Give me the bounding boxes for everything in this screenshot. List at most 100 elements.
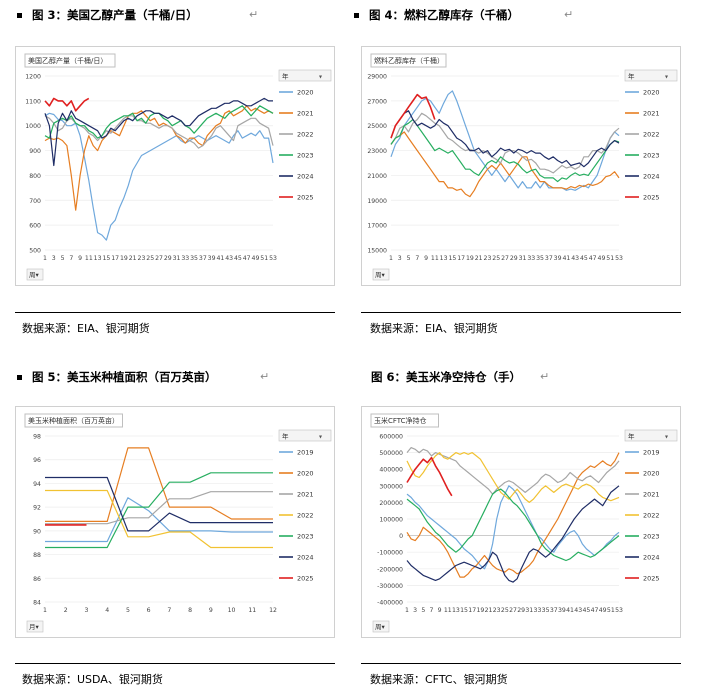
x-tick-label: 3 [52, 255, 56, 262]
legend-label: 2024 [643, 173, 660, 181]
chart-frame [15, 46, 335, 286]
y-tick-label: 600000 [379, 434, 403, 441]
x-tick-label: 41 [566, 607, 574, 614]
y-tick-label: 88 [33, 552, 41, 559]
x-tick-label: 4 [105, 607, 109, 614]
axis-filter-button [372, 268, 390, 281]
x-tick-label: 41 [216, 255, 224, 262]
source-note: 数据来源：CFTC、银河期货 [370, 673, 508, 686]
legend-title: 年 [282, 72, 289, 81]
x-tick-label: 51 [260, 255, 268, 262]
chart-frame [361, 406, 681, 638]
legend-label: 2023 [297, 533, 314, 541]
y-tick-label: -300000 [377, 583, 403, 590]
x-tick-label: 15 [460, 607, 468, 614]
y-tick-label: 900 [29, 148, 41, 155]
y-tick-label: 86 [33, 576, 41, 583]
x-tick-label: 35 [536, 255, 544, 262]
x-tick-label: 33 [534, 607, 542, 614]
y-tick-label: 17000 [367, 223, 387, 230]
legend-label: 2020 [297, 470, 314, 478]
legend-header [624, 69, 678, 82]
series-line-2020 [45, 447, 273, 523]
y-tick-label: 600 [29, 223, 41, 230]
legend-label: 2025 [643, 194, 660, 202]
chart-frame [361, 46, 681, 286]
legend-label: 2022 [297, 131, 314, 139]
legend-label: 2024 [297, 554, 314, 562]
x-tick-label: 35 [542, 607, 550, 614]
chart6-heading: 图 6：美玉米净空持仓（手） [371, 370, 522, 384]
x-tick-label: 29 [164, 255, 172, 262]
filter-icon: ▾ [319, 74, 322, 81]
x-tick-label: 11 [431, 255, 439, 262]
chart3-plot: 美国乙醇产量（千桶/日） 500 600 700 800 900 1000 1100 1200 1… [15, 46, 335, 286]
x-tick-label: 1 [43, 255, 47, 262]
series-line-2025 [390, 93, 436, 139]
legend-label: 2022 [643, 512, 660, 520]
chart4-heading: 图 4：燃料乙醇库存（千桶） [354, 7, 519, 23]
legend-title: 年 [628, 432, 635, 441]
legend-label: 2023 [297, 152, 314, 160]
y-tick-label: 84 [33, 600, 41, 607]
x-tick-label: 21 [129, 255, 137, 262]
x-tick-label: 7 [69, 255, 73, 262]
chart4-plot: 燃料乙醇库存（千桶） 15000 17000 19000 21000 23000 25000… [361, 46, 681, 286]
legend-label: 2021 [297, 491, 314, 499]
x-tick-label: 25 [146, 255, 154, 262]
chart-title: 玉米CFTC净持仓 [374, 416, 427, 425]
x-tick-label: 1 [43, 607, 47, 614]
y-tick-label: 94 [33, 481, 41, 488]
series-line-2022 [45, 489, 273, 549]
axis-filter-label: 月▾ [29, 623, 40, 631]
x-tick-label: 9 [424, 255, 428, 262]
x-tick-label: 21 [485, 607, 493, 614]
x-tick-label: 17 [468, 607, 476, 614]
legend-header [624, 429, 678, 442]
source-note: 数据来源：EIA、银河期货 [370, 322, 498, 335]
series-line-2021 [390, 131, 620, 198]
x-tick-label: 27 [155, 255, 163, 262]
x-tick-label: 13 [452, 607, 460, 614]
x-tick-label: 7 [415, 255, 419, 262]
x-tick-label: 8 [188, 607, 192, 614]
divider [361, 312, 681, 313]
x-tick-label: 13 [94, 255, 102, 262]
x-tick-label: 5 [421, 607, 425, 614]
x-tick-label: 5 [126, 607, 130, 614]
x-tick-label: 23 [138, 255, 146, 262]
x-tick-label: 45 [582, 607, 590, 614]
source-note: 数据来源：USDA、银河期货 [22, 673, 163, 686]
x-tick-label: 19 [466, 255, 474, 262]
x-tick-label: 15 [448, 255, 456, 262]
x-tick-label: 45 [580, 255, 588, 262]
x-tick-label: 53 [615, 255, 623, 262]
y-tick-label: 23000 [367, 148, 387, 155]
chart5-heading: 图 5：美玉米种植面积（百万英亩） [17, 369, 217, 385]
series-line-2024 [390, 110, 620, 168]
x-tick-label: 53 [615, 607, 623, 614]
x-tick-label: 37 [199, 255, 207, 262]
x-tick-label: 25 [501, 607, 509, 614]
x-tick-label: 17 [111, 255, 119, 262]
x-tick-label: 21 [475, 255, 483, 262]
legend-label: 2022 [643, 131, 660, 139]
x-tick-label: 17 [457, 255, 465, 262]
y-tick-label: 0 [399, 533, 403, 540]
y-tick-label: 1000 [25, 123, 41, 130]
legend-label: 2021 [643, 110, 660, 118]
x-tick-label: 29 [510, 255, 518, 262]
x-tick-label: 25 [492, 255, 500, 262]
x-tick-label: 39 [208, 255, 216, 262]
y-tick-label: -200000 [377, 566, 403, 573]
chart-svg: 燃料乙醇库存（千桶） 15000 17000 19000 21000 23000 25000… [361, 46, 681, 286]
chart5-plot: 美玉米种植面积（百万英亩） 84 86 88 90 92 94 96 98 1 2 3 4 5 6 7 8 9 10… [15, 406, 335, 638]
y-tick-label: 500000 [379, 450, 403, 457]
x-tick-label: 51 [606, 255, 614, 262]
chart-title: 美国乙醇产量（千桶/日） [28, 56, 107, 65]
series-line-2021 [45, 491, 273, 525]
x-tick-label: 9 [438, 607, 442, 614]
legend-label: 2020 [643, 470, 660, 478]
legend-label: 2020 [297, 89, 314, 97]
